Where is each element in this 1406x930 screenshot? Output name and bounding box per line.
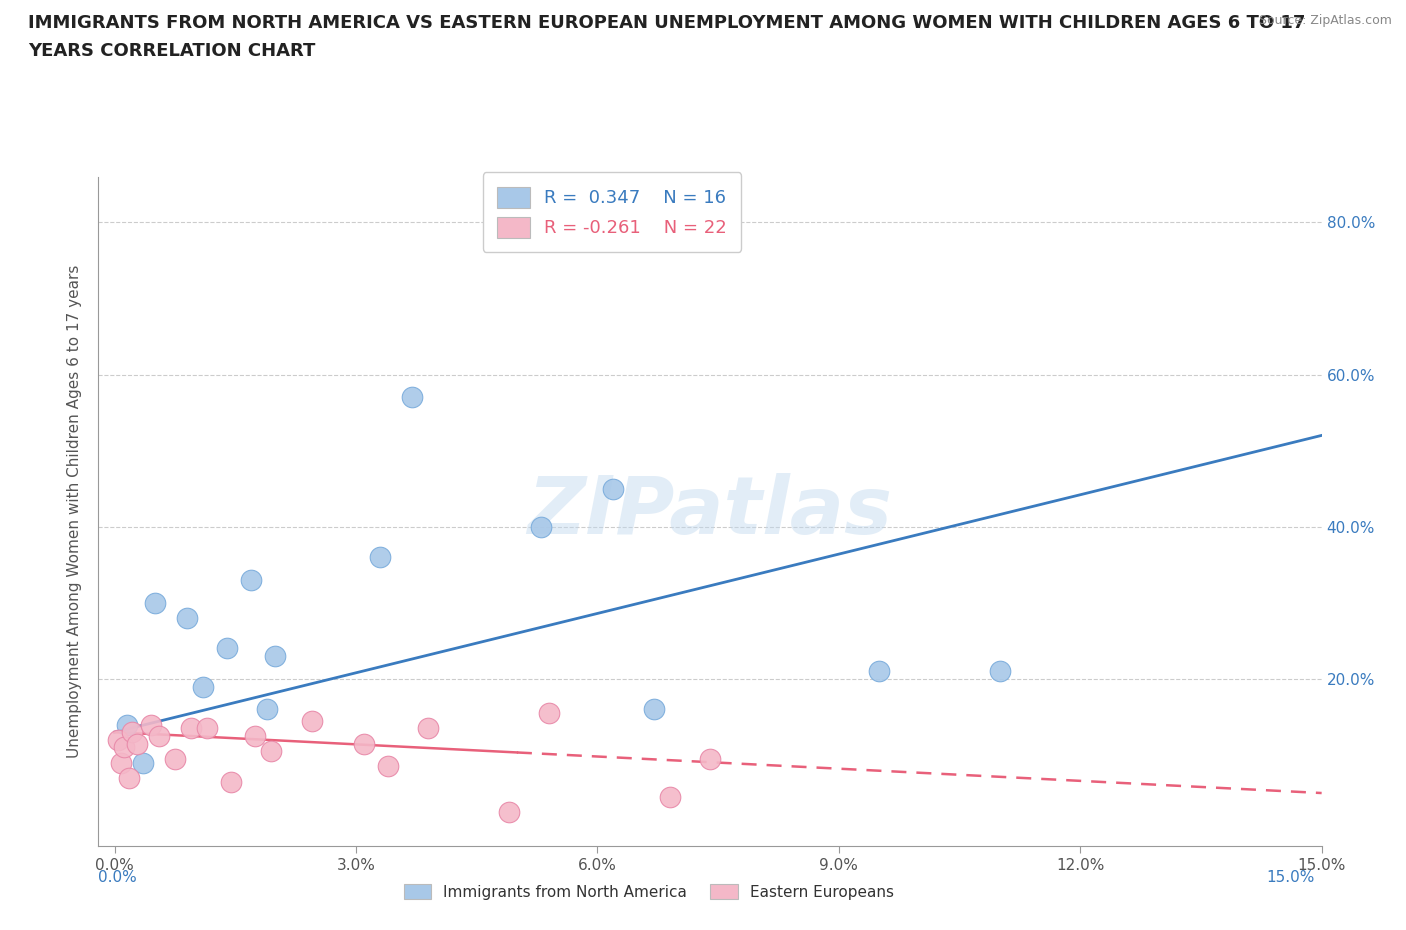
Point (301, 713, 323, 728)
Point (217, 641, 239, 656)
Point (264, 648, 287, 663)
Point (643, 702, 665, 717)
Point (538, 706, 561, 721)
Point (176, 611, 198, 626)
Point (260, 744, 283, 759)
Point (191, 679, 214, 694)
Point (418, 721, 440, 736)
Text: 0.0%: 0.0% (98, 870, 138, 884)
Point (658, 790, 681, 804)
Point (377, 759, 399, 774)
Point (401, 390, 423, 405)
Point (139, 717, 162, 732)
Point (868, 664, 890, 679)
Text: Source: ZipAtlas.com: Source: ZipAtlas.com (1258, 14, 1392, 27)
Text: YEARS CORRELATION CHART: YEARS CORRELATION CHART (28, 42, 315, 60)
Point (125, 737, 148, 751)
Point (180, 721, 202, 736)
Text: 15.0%: 15.0% (1267, 870, 1315, 884)
Legend: Immigrants from North America, Eastern Europeans: Immigrants from North America, Eastern E… (398, 877, 900, 906)
Point (131, 755, 153, 770)
Point (107, 732, 129, 747)
Point (195, 721, 218, 736)
Text: IMMIGRANTS FROM NORTH AMERICA VS EASTERN EUROPEAN UNEMPLOYMENT AMONG WOMEN WITH : IMMIGRANTS FROM NORTH AMERICA VS EASTERN… (28, 14, 1306, 32)
Y-axis label: Unemployment Among Women with Children Ages 6 to 17 years: Unemployment Among Women with Children A… (67, 265, 83, 758)
Point (353, 737, 375, 751)
Point (112, 740, 135, 755)
Point (143, 595, 166, 610)
Point (256, 702, 278, 717)
Point (148, 728, 170, 743)
Point (121, 724, 143, 739)
Point (602, 481, 624, 496)
Point (219, 774, 242, 789)
Point (115, 717, 138, 732)
Text: ZIPatlas: ZIPatlas (527, 472, 893, 551)
Point (699, 751, 721, 766)
Point (240, 573, 263, 588)
Point (118, 770, 141, 785)
Point (498, 804, 520, 819)
Point (163, 751, 186, 766)
Point (530, 519, 553, 534)
Point (245, 728, 267, 743)
Point (988, 664, 1011, 679)
Point (368, 550, 391, 565)
Point (110, 755, 132, 770)
